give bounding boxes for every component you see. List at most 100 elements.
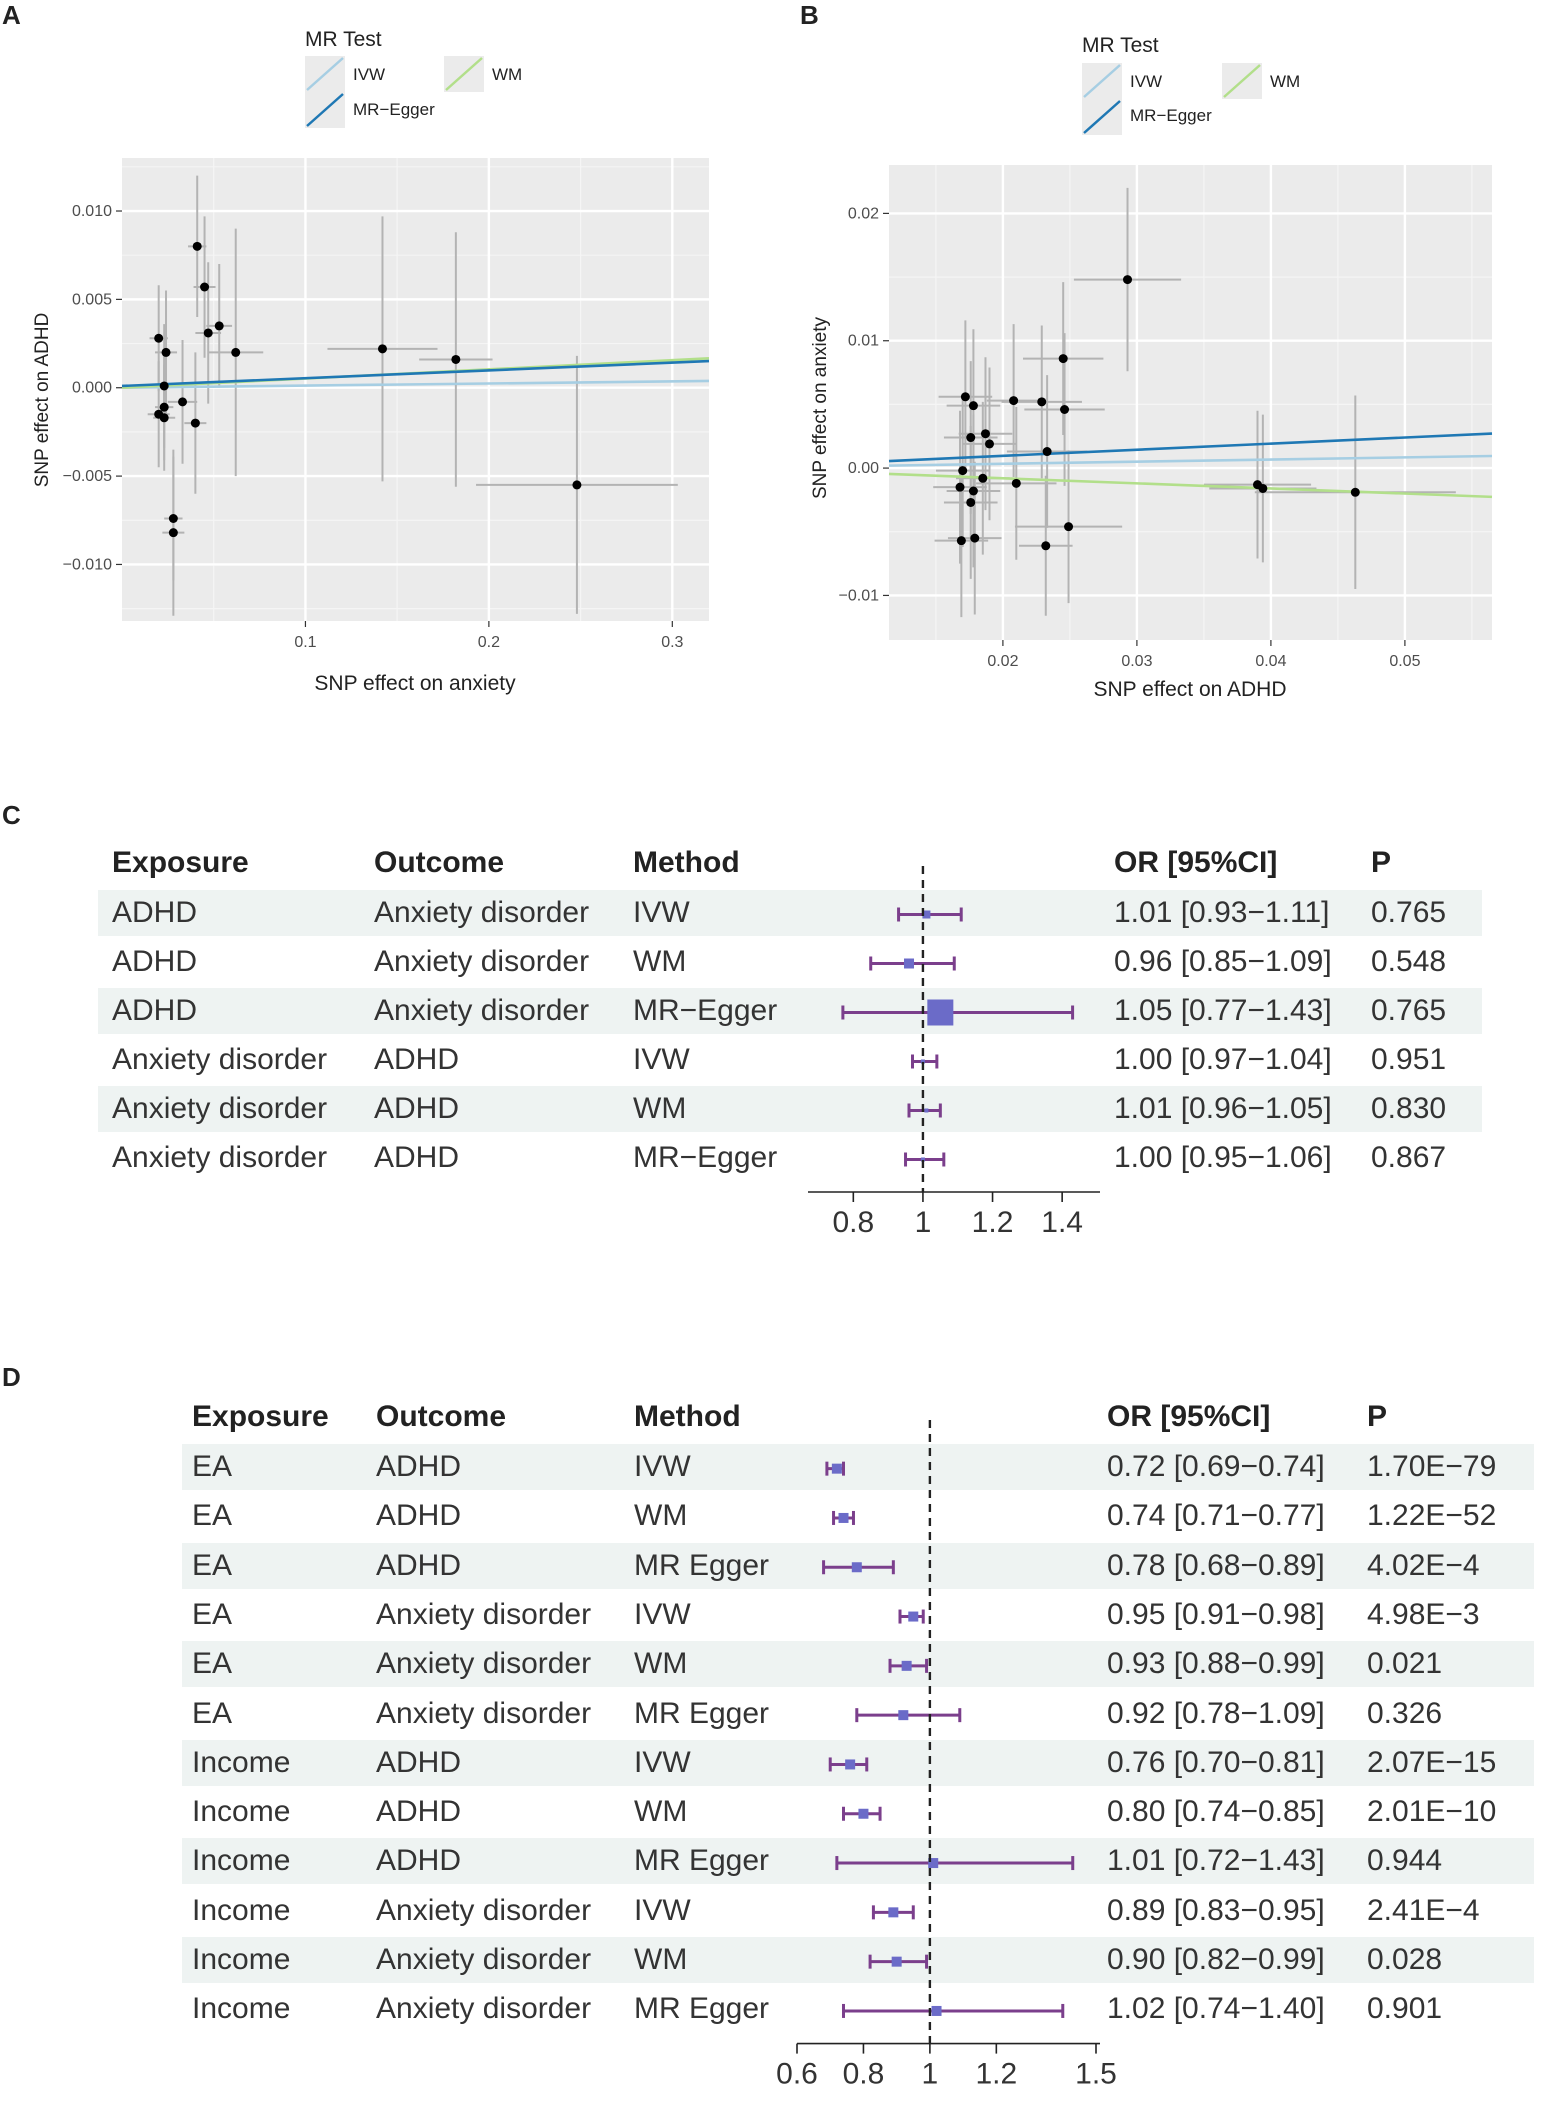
cell-exposure: EA — [192, 1647, 233, 1681]
cell-p: 0.326 — [1367, 1696, 1443, 1730]
cell-method: MR Egger — [634, 1992, 770, 2026]
fit-line-mr-egger — [888, 432, 1493, 463]
panel-letter-b: B — [800, 0, 819, 30]
cell-exposure: EA — [192, 1548, 233, 1582]
cell-method: IVW — [634, 1893, 691, 1927]
cell-p: 2.07E−15 — [1367, 1745, 1497, 1779]
cell-exposure: ADHD — [112, 994, 198, 1027]
table-row: EA ADHD MR Egger 0.78 [0.68−0.89] 4.02E−4 — [182, 1542, 1534, 1589]
cell-or: 0.92 [0.78−1.09] — [1107, 1696, 1325, 1730]
snp-point — [1011, 478, 1021, 488]
cell-method: IVW — [633, 1043, 690, 1076]
c-header-method: Method — [633, 846, 740, 879]
snp-point — [1258, 483, 1268, 493]
cell-p: 0.944 — [1367, 1844, 1443, 1878]
snp-point — [960, 392, 970, 402]
cell-outcome: Anxiety disorder — [376, 1597, 592, 1631]
plot-b-grid — [889, 165, 1492, 640]
legend-a-wm-label: WM — [492, 65, 522, 84]
legend-a-ivw-line — [306, 57, 344, 91]
plot-b-ylabel: SNP effect on anxiety — [810, 316, 831, 499]
y-tick-label: 0.005 — [72, 291, 112, 308]
cell-outcome: ADHD — [376, 1745, 462, 1779]
cell-method: WM — [634, 1647, 688, 1681]
snp-point — [978, 473, 988, 483]
table-row: Income Anxiety disorder WM 0.90 [0.82−0.99]… — [182, 1937, 1534, 1983]
cell-method: IVW — [634, 1745, 691, 1779]
cell-or: 1.00 [0.95−1.06] — [1114, 1141, 1332, 1174]
cell-or: 0.95 [0.91−0.98] — [1107, 1597, 1325, 1631]
table-row: EA Anxiety disorder IVW 0.95 [0.91−0.98] 4.9… — [182, 1592, 1534, 1638]
snp-point — [1037, 397, 1047, 407]
legend-b-egger-label: MR−Egger — [1130, 106, 1212, 125]
legend-b-title: MR Test — [1082, 34, 1159, 57]
table-row: EA Anxiety disorder WM 0.93 [0.88−0.99] 0.02… — [182, 1641, 1534, 1688]
legend-a: MR Test IVW WM MR−Egger — [305, 28, 522, 128]
snp-point — [1123, 275, 1133, 285]
cell-or: 1.01 [0.93−1.11] — [1114, 896, 1330, 929]
x-tick-label: 0.03 — [1121, 653, 1152, 670]
legend-a-egger-label: MR−Egger — [353, 100, 435, 119]
cell-p: 0.548 — [1371, 945, 1447, 978]
table-row: Income Anxiety disorder IVW 0.89 [0.83−0.95… — [182, 1888, 1534, 1934]
plot-b-y-ticks: 0.02 0.01 0.00 −0.01 — [839, 205, 889, 604]
cell-p: 1.70E−79 — [1367, 1450, 1497, 1483]
x-tick-label: 0.2 — [478, 634, 500, 651]
fit-line-wm — [888, 472, 1493, 499]
y-tick-label: −0.010 — [63, 556, 112, 573]
snp-point — [203, 328, 213, 338]
cell-or: 1.01 [0.72−1.43] — [1107, 1844, 1325, 1878]
cell-outcome: Anxiety disorder — [376, 1893, 592, 1927]
cell-or: 0.93 [0.88−0.99] — [1107, 1647, 1325, 1681]
snp-point — [168, 528, 178, 538]
legend-b-ivw-label: IVW — [1130, 72, 1162, 91]
cell-or: 0.72 [0.69−0.74] — [1107, 1450, 1325, 1483]
legend-b-ivw-line — [1083, 64, 1121, 98]
x-tick-label: 0.1 — [294, 634, 316, 651]
snp-point — [377, 344, 387, 354]
cell-p: 1.22E−52 — [1367, 1499, 1497, 1533]
plot-a-xlabel: SNP effect on anxiety — [314, 672, 516, 695]
cell-exposure: Anxiety disorder — [112, 1092, 328, 1125]
snp-point — [968, 486, 978, 496]
fit-line-ivw — [121, 379, 710, 390]
cell-outcome: Anxiety disorder — [374, 945, 590, 978]
snp-point — [956, 536, 966, 546]
cell-outcome: ADHD — [374, 1092, 460, 1125]
legend-a-title: MR Test — [305, 28, 382, 51]
d-header-exposure: Exposure — [192, 1400, 329, 1433]
table-row: EA Anxiety disorder MR Egger 0.92 [0.78−1.0… — [182, 1691, 1534, 1737]
fit-line-ivw — [888, 454, 1493, 467]
cell-exposure: EA — [192, 1450, 233, 1483]
plot-a-x-ticks: 0.1 0.2 0.3 — [294, 621, 684, 651]
table-row: Anxiety disorder ADHD IVW 1.00 [0.97−1.04] 0… — [98, 1037, 1482, 1083]
plot-a-y-ticks: 0.010 0.005 0.000 −0.005 −0.010 — [63, 203, 122, 573]
plot-a-points — [154, 241, 582, 538]
plot-b-points — [955, 275, 1360, 551]
snp-point — [161, 347, 171, 357]
snp-point — [214, 321, 224, 331]
snp-point — [451, 354, 461, 364]
cell-p: 2.41E−4 — [1367, 1893, 1480, 1927]
snp-point — [1041, 541, 1051, 551]
cell-p: 0.765 — [1371, 896, 1447, 929]
legend-b: MR Test IVW WM MR−Egger — [1082, 34, 1300, 135]
cell-p: 2.01E−10 — [1367, 1795, 1497, 1829]
snp-point — [178, 397, 188, 407]
snp-point — [190, 418, 200, 428]
cell-or: 0.89 [0.83−0.95] — [1107, 1893, 1325, 1927]
cell-exposure: Income — [192, 1893, 291, 1927]
legend-b-wm-label: WM — [1270, 72, 1300, 91]
table-row: Income Anxiety disorder MR Egger 1.02 [0.74… — [182, 1986, 1534, 2032]
cell-method: MR−Egger — [633, 994, 778, 1027]
y-tick-label: 0.010 — [72, 203, 112, 220]
y-tick-label: −0.005 — [63, 468, 112, 485]
fit-line-mr-egger — [121, 359, 710, 388]
legend-a-ivw-label: IVW — [353, 65, 385, 84]
y-tick-label: −0.01 — [839, 587, 880, 604]
cell-or: 0.74 [0.71−0.77] — [1107, 1499, 1325, 1533]
cell-outcome: ADHD — [376, 1499, 462, 1533]
y-tick-label: 0.01 — [848, 333, 879, 350]
y-tick-label: 0.00 — [848, 460, 879, 477]
legend-b-egger-line — [1083, 100, 1121, 134]
